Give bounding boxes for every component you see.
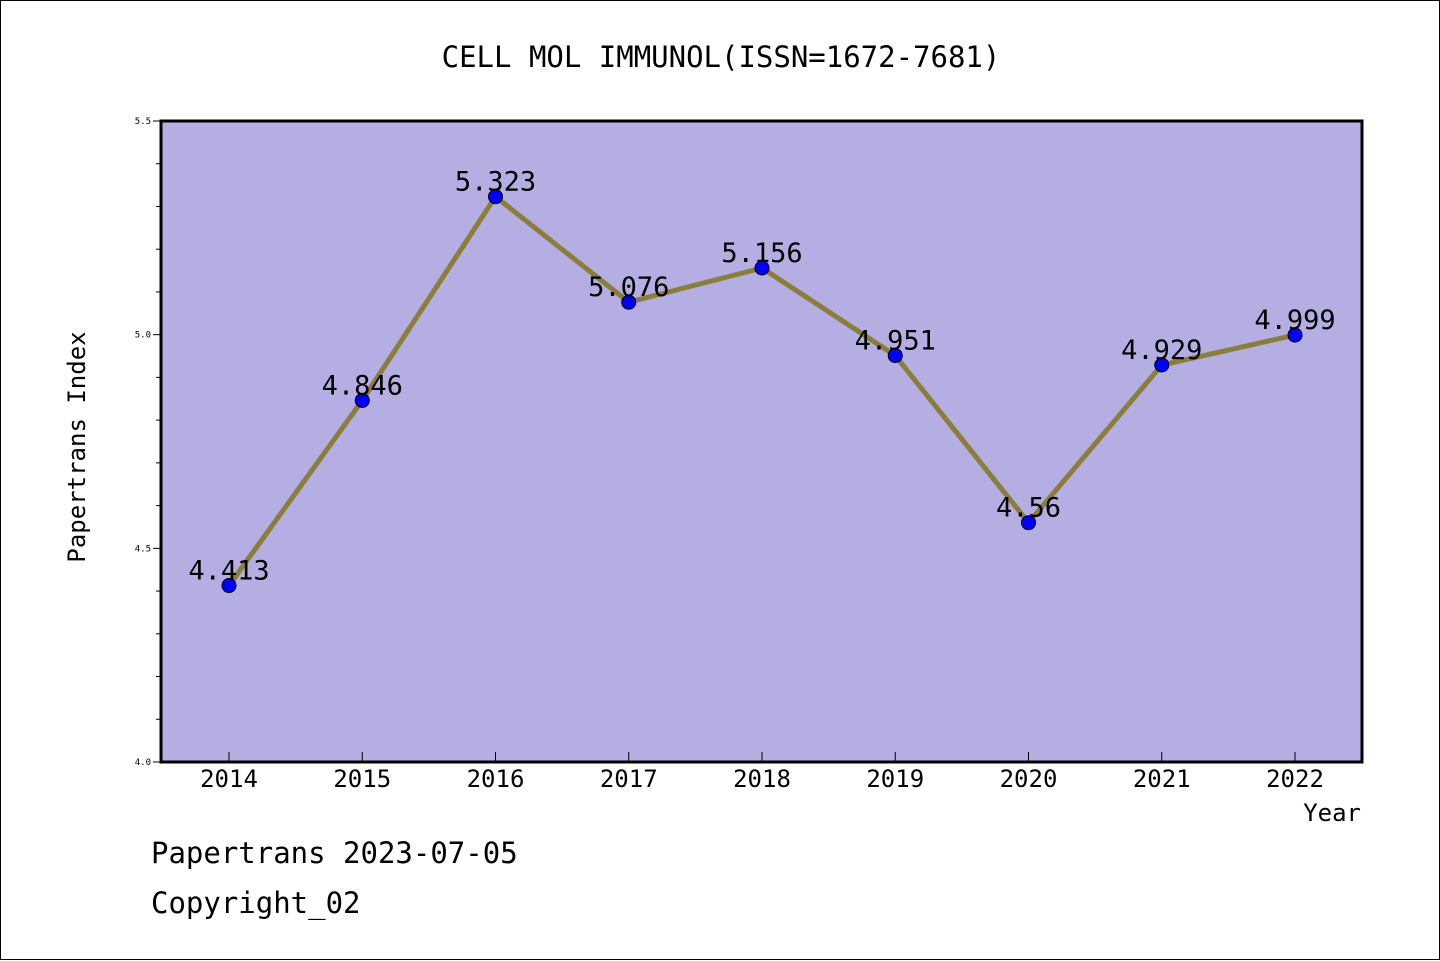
x-tick-label: 2016 bbox=[467, 765, 525, 793]
footer-copyright: Copyright_02 bbox=[151, 886, 361, 920]
chart-title: CELL MOL IMMUNOL(ISSN=1672-7681) bbox=[442, 40, 1001, 74]
y-tick-label: 5.0 bbox=[135, 331, 151, 341]
y-axis: 4.0 4.5 5.0 5.5 bbox=[135, 117, 161, 768]
data-label: 5.076 bbox=[588, 272, 669, 303]
x-tick-label: 2022 bbox=[1266, 765, 1324, 793]
data-point-marker bbox=[488, 189, 503, 205]
x-tick-label: 2018 bbox=[733, 765, 791, 793]
data-point-marker bbox=[754, 260, 770, 276]
plot-area bbox=[159, 119, 1364, 764]
data-label: 4.951 bbox=[855, 326, 936, 357]
y-tick-label: 5.5 bbox=[135, 117, 151, 127]
x-tick-label: 2021 bbox=[1133, 765, 1191, 793]
x-axis: 2014 2015 2016 2017 2018 2019 2020 2021 2022 bbox=[200, 752, 1324, 793]
y-axis-label: Papertrans Index bbox=[63, 331, 91, 562]
data-label: 4.56 bbox=[996, 493, 1061, 524]
data-label: 5.323 bbox=[455, 167, 536, 198]
data-label: 4.999 bbox=[1254, 305, 1335, 336]
x-tick-label: 2014 bbox=[200, 765, 258, 793]
data-label: 4.413 bbox=[188, 556, 269, 587]
data-label: 4.929 bbox=[1121, 335, 1202, 366]
data-point-marker bbox=[221, 578, 237, 594]
x-tick-label: 2015 bbox=[333, 765, 391, 793]
series-group bbox=[221, 189, 1303, 594]
y-tick-label: 4.5 bbox=[135, 544, 151, 554]
y-tick-label: 4.0 bbox=[135, 758, 151, 768]
data-labels: 4.413 4.846 5.323 5.076 5.156 4.951 4.56 4.929 4… bbox=[188, 167, 1335, 587]
x-tick-label: 2017 bbox=[600, 765, 658, 793]
data-point-marker bbox=[1154, 357, 1170, 373]
data-label: 5.156 bbox=[721, 238, 802, 269]
x-tick-label: 2019 bbox=[866, 765, 924, 793]
data-point-marker bbox=[354, 392, 370, 408]
data-point-marker bbox=[887, 348, 903, 364]
data-point-marker bbox=[1021, 515, 1036, 531]
data-point-marker bbox=[1287, 327, 1303, 343]
x-tick-label: 2020 bbox=[1000, 765, 1058, 793]
x-axis-label: Year bbox=[1303, 799, 1361, 827]
data-point-marker bbox=[621, 294, 637, 310]
footer-date: Papertrans 2023-07-05 bbox=[151, 836, 518, 870]
data-label: 4.846 bbox=[322, 370, 403, 401]
